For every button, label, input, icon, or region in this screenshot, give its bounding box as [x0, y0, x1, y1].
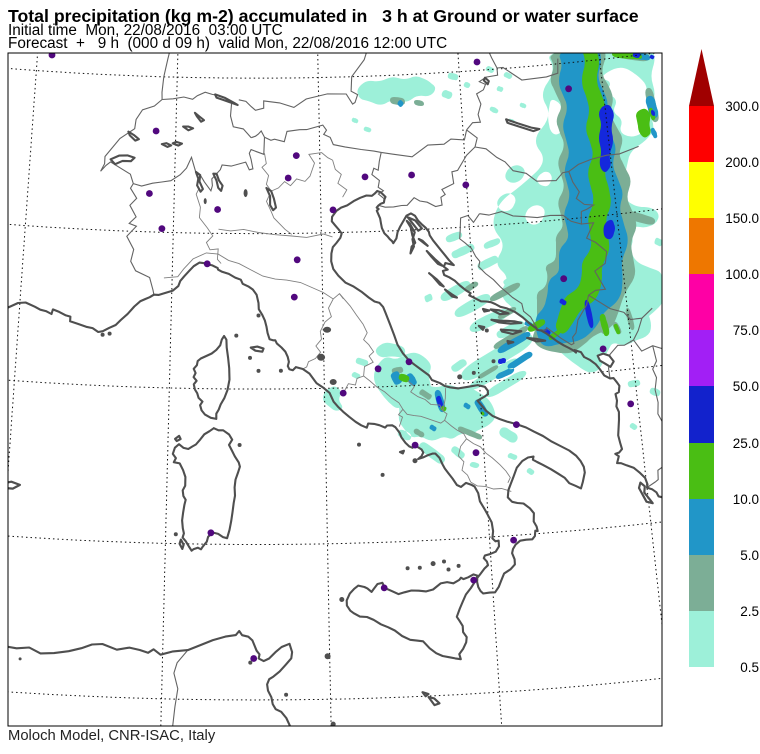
svg-text:300.0: 300.0 — [725, 99, 759, 114]
svg-text:0.5: 0.5 — [740, 660, 759, 675]
svg-text:10.0: 10.0 — [733, 492, 759, 507]
svg-text:50.0: 50.0 — [733, 379, 759, 394]
svg-text:100.0: 100.0 — [725, 267, 759, 282]
svg-text:25.0: 25.0 — [733, 436, 759, 451]
svg-text:75.0: 75.0 — [733, 323, 759, 338]
svg-text:200.0: 200.0 — [725, 155, 759, 170]
svg-text:150.0: 150.0 — [725, 211, 759, 226]
svg-text:5.0: 5.0 — [740, 548, 759, 563]
svg-text:2.5: 2.5 — [740, 604, 759, 619]
